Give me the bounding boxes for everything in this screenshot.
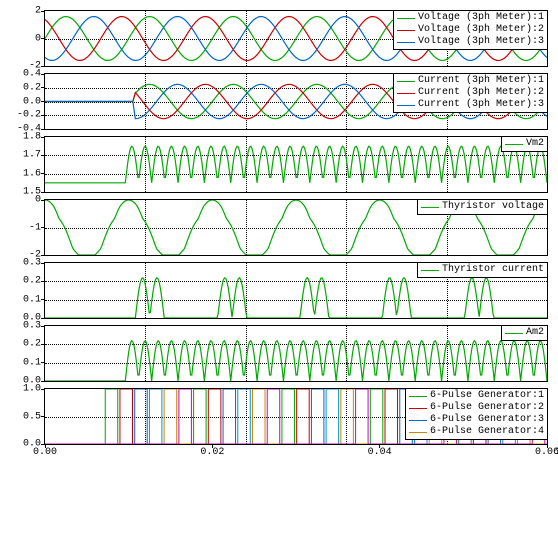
legend-label: Thyristor voltage (442, 201, 544, 213)
panel-current3ph: -0.4-0.20.00.20.4Current (3ph Meter):1Cu… (10, 73, 548, 130)
legend-label: 6-Pulse Generator:4 (430, 426, 544, 438)
ytick-label: 0.3 (15, 258, 41, 269)
plot-area: 0.00.10.20.3Am2 (44, 325, 548, 382)
panel-pulse6: 0.00.51.00.000.020.040.06106-Pulse Gener… (10, 388, 548, 445)
legend-swatch (409, 408, 427, 409)
ytick-label: 0.2 (15, 276, 41, 287)
legend-item: Current (3ph Meter):3 (397, 99, 544, 111)
legend-label: 6-Pulse Generator:2 (430, 402, 544, 414)
legend-item: Voltage (3ph Meter):2 (397, 24, 544, 36)
ytick-label: 0.2 (15, 339, 41, 350)
legend-swatch (505, 333, 523, 334)
ytick-label: 0.1 (15, 357, 41, 368)
legend-item: Current (3ph Meter):2 (397, 87, 544, 99)
legend-swatch (409, 396, 427, 397)
ytick-label: 1.0 (15, 384, 41, 395)
legend-swatch (397, 42, 415, 43)
plot-area: 1.51.61.71.8Vm2 (44, 136, 548, 193)
plot-area: 0.00.51.00.000.020.040.06106-Pulse Gener… (44, 388, 548, 445)
legend-item: Voltage (3ph Meter):1 (397, 12, 544, 24)
legend-label: Current (3ph Meter):3 (418, 99, 544, 111)
ytick-label: 0.0 (15, 96, 41, 107)
legend: Thyristor voltage (417, 200, 547, 215)
legend-swatch (505, 144, 523, 145)
legend-swatch (397, 81, 415, 82)
panel-am2: 0.00.10.20.3Am2 (10, 325, 548, 382)
legend-item: 6-Pulse Generator:4 (409, 426, 544, 438)
plot-area: -0.4-0.20.00.20.4Current (3ph Meter):1Cu… (44, 73, 548, 130)
legend-label: Current (3ph Meter):1 (418, 75, 544, 87)
legend-swatch (397, 30, 415, 31)
legend: Am2 (501, 326, 547, 341)
legend-item: 6-Pulse Generator:3 (409, 414, 544, 426)
ytick-label: 0.1 (15, 294, 41, 305)
legend-label: Voltage (3ph Meter):2 (418, 24, 544, 36)
legend-label: Current (3ph Meter):2 (418, 87, 544, 99)
legend-label: 6-Pulse Generator:1 (430, 390, 544, 402)
panel-vm2: 1.51.61.71.8Vm2 (10, 136, 548, 193)
ytick-label: 0.5 (15, 411, 41, 422)
legend-label: Vm2 (526, 138, 544, 150)
legend-item: Voltage (3ph Meter):3 (397, 36, 544, 48)
legend-item: 6-Pulse Generator:1 (409, 390, 544, 402)
ytick-label: -0.2 (15, 110, 41, 121)
legend-item: Vm2 (505, 138, 544, 150)
legend: Vm2 (501, 137, 547, 152)
legend-label: Am2 (526, 327, 544, 339)
legend-swatch (397, 105, 415, 106)
legend: Voltage (3ph Meter):1Voltage (3ph Meter)… (393, 11, 547, 50)
xtick-label: 0.04 (368, 447, 392, 458)
ytick-label: -1 (15, 222, 41, 233)
ytick-label: 1.7 (15, 150, 41, 161)
waveforms (45, 137, 547, 192)
ytick-label: 0.2 (15, 82, 41, 93)
legend-swatch (421, 270, 439, 271)
ytick-label: 1.6 (15, 168, 41, 179)
ytick-label: 1.8 (15, 132, 41, 143)
legend-label: 6-Pulse Generator:3 (430, 414, 544, 426)
legend-item: Current (3ph Meter):1 (397, 75, 544, 87)
legend-label: Voltage (3ph Meter):1 (418, 12, 544, 24)
ytick-label: 0 (15, 195, 41, 206)
legend-swatch (421, 207, 439, 208)
legend-label: Voltage (3ph Meter):3 (418, 36, 544, 48)
legend-item: 6-Pulse Generator:2 (409, 402, 544, 414)
waveforms (45, 326, 547, 381)
ytick-label: 0 (15, 33, 41, 44)
legend-swatch (397, 93, 415, 94)
chart-panels: -202Voltage (3ph Meter):1Voltage (3ph Me… (10, 10, 548, 445)
plot-area: -202Voltage (3ph Meter):1Voltage (3ph Me… (44, 10, 548, 67)
legend-swatch (409, 432, 427, 433)
legend: Thyristor current (417, 263, 547, 278)
legend-item: Thyristor voltage (421, 201, 544, 213)
legend: 6-Pulse Generator:16-Pulse Generator:26-… (405, 389, 547, 440)
ytick-label: 2 (15, 6, 41, 17)
plot-area: 0.00.10.20.3Thyristor current (44, 262, 548, 319)
legend-item: Thyristor current (421, 264, 544, 276)
panel-thyristor_voltage: -2-10Thyristor voltage (10, 199, 548, 256)
panel-thyristor_current: 0.00.10.20.3Thyristor current (10, 262, 548, 319)
ytick-label: 0.3 (15, 321, 41, 332)
xtick-label: 0.00 (33, 447, 57, 458)
legend-swatch (409, 420, 427, 421)
legend: Current (3ph Meter):1Current (3ph Meter)… (393, 74, 547, 113)
plot-area: -2-10Thyristor voltage (44, 199, 548, 256)
ytick-label: 0.4 (15, 69, 41, 80)
legend-item: Am2 (505, 327, 544, 339)
legend-label: Thyristor current (442, 264, 544, 276)
xtick-label: 0.02 (200, 447, 224, 458)
legend-swatch (397, 18, 415, 19)
panel-voltage3ph: -202Voltage (3ph Meter):1Voltage (3ph Me… (10, 10, 548, 67)
